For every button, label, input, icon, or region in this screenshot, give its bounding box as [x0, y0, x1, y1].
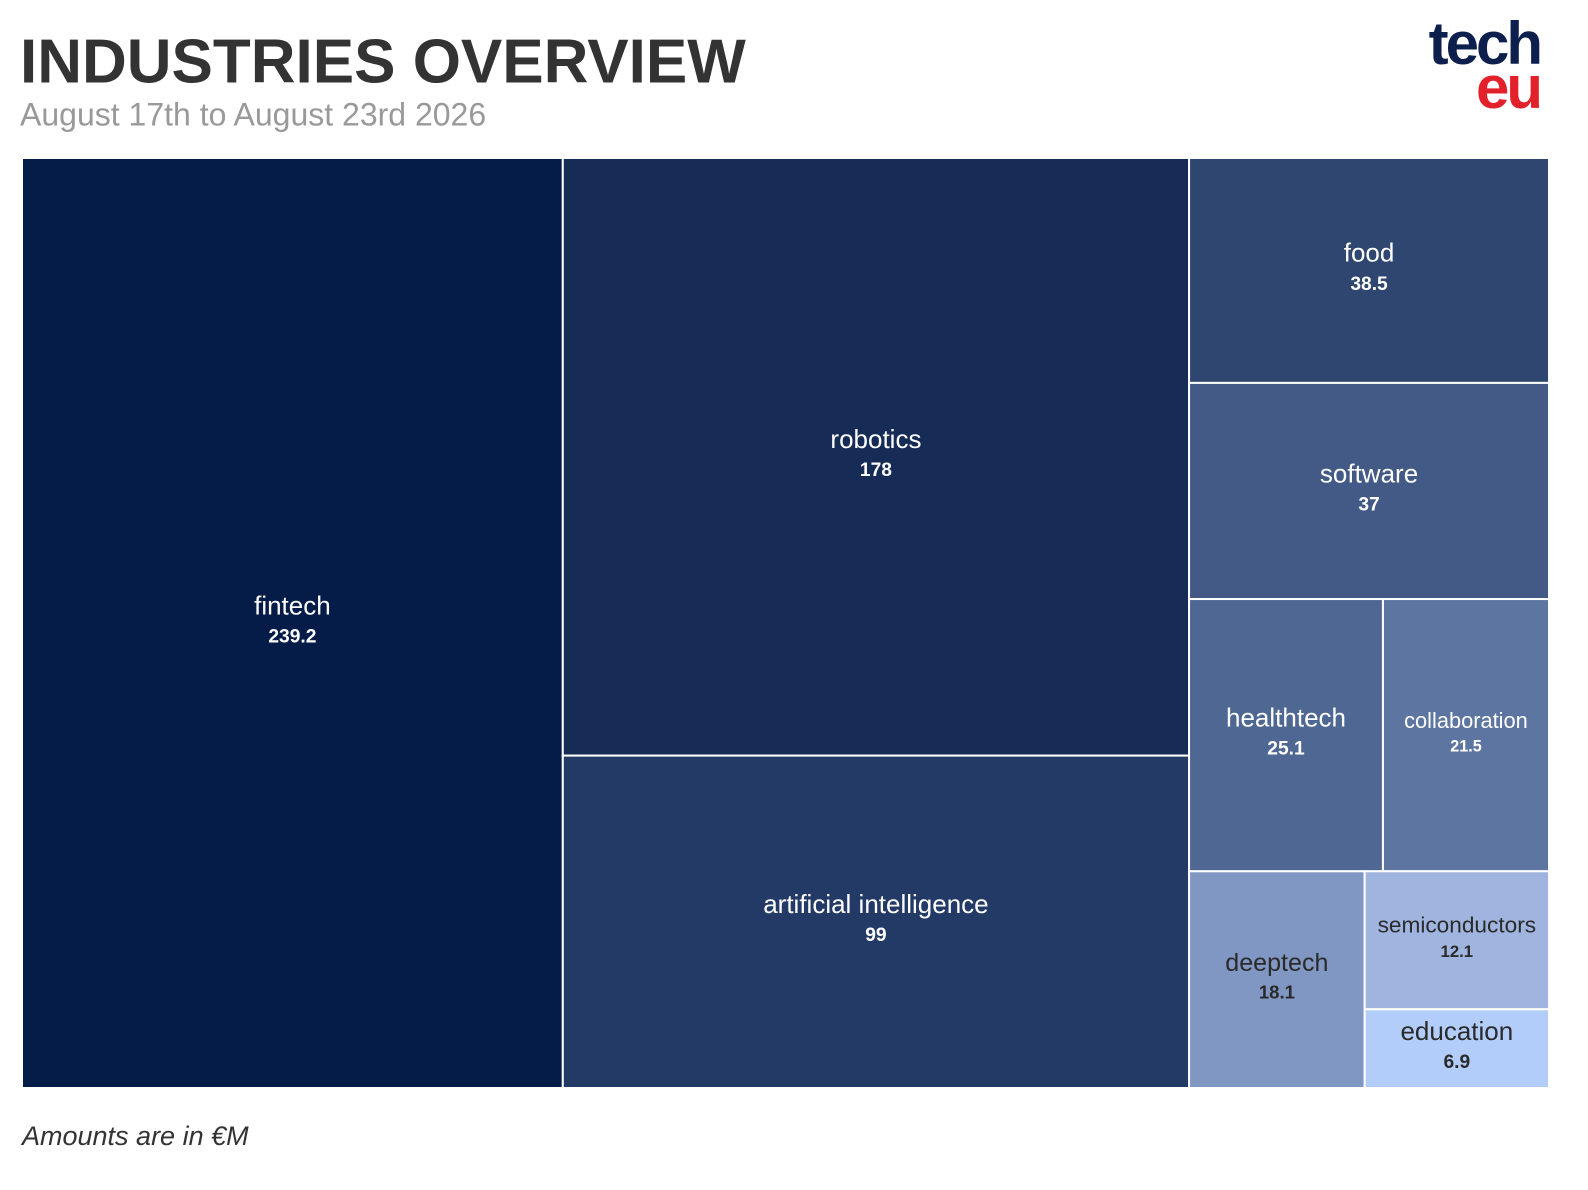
tile-value: 25.1: [1267, 739, 1305, 760]
tile-value: 6.9: [1443, 1052, 1470, 1073]
tile-value: 21.5: [1450, 737, 1481, 755]
footnote: Amounts are in €M: [20, 1121, 249, 1151]
tile-value: 18.1: [1259, 981, 1295, 1002]
treemap-tile: [1363, 1008, 1550, 1090]
tile-label: food: [1344, 238, 1395, 268]
tile-value: 12.1: [1441, 942, 1474, 961]
chart-subtitle: August 17th to August 23rd 2026: [20, 96, 486, 132]
treemap-tile: [561, 157, 1191, 757]
tile-value: 239.2: [268, 626, 316, 647]
logo-text: tech: [1429, 10, 1540, 77]
tile-label: deeptech: [1225, 949, 1328, 977]
tile-label: semiconductors: [1378, 913, 1536, 938]
tile-value: 38.5: [1350, 274, 1388, 295]
treemap-tile: [1188, 381, 1550, 601]
tile-label: robotics: [830, 424, 921, 454]
tile-label: fintech: [254, 590, 331, 620]
treemap-tile: [1381, 598, 1551, 873]
tile-label: artificial intelligence: [763, 889, 988, 919]
tile-label: collaboration: [1404, 708, 1528, 733]
tile-value: 178: [860, 460, 892, 481]
treemap-tile: [1188, 598, 1384, 873]
tile-label: healthtech: [1226, 702, 1346, 732]
chart-title: INDUSTRIES OVERVIEW: [20, 27, 746, 96]
tile-value: 99: [865, 925, 886, 946]
logo-text: eu: [1476, 54, 1540, 121]
treemap-tile: [21, 157, 564, 1089]
treemap-tile: [1188, 157, 1550, 384]
tile-label: software: [1320, 458, 1418, 488]
treemap-tile: [1188, 870, 1366, 1089]
treemap-tile: [561, 754, 1191, 1089]
tile-label: education: [1400, 1016, 1513, 1046]
treemap-tile: [1363, 870, 1550, 1011]
tile-value: 37: [1358, 494, 1379, 515]
